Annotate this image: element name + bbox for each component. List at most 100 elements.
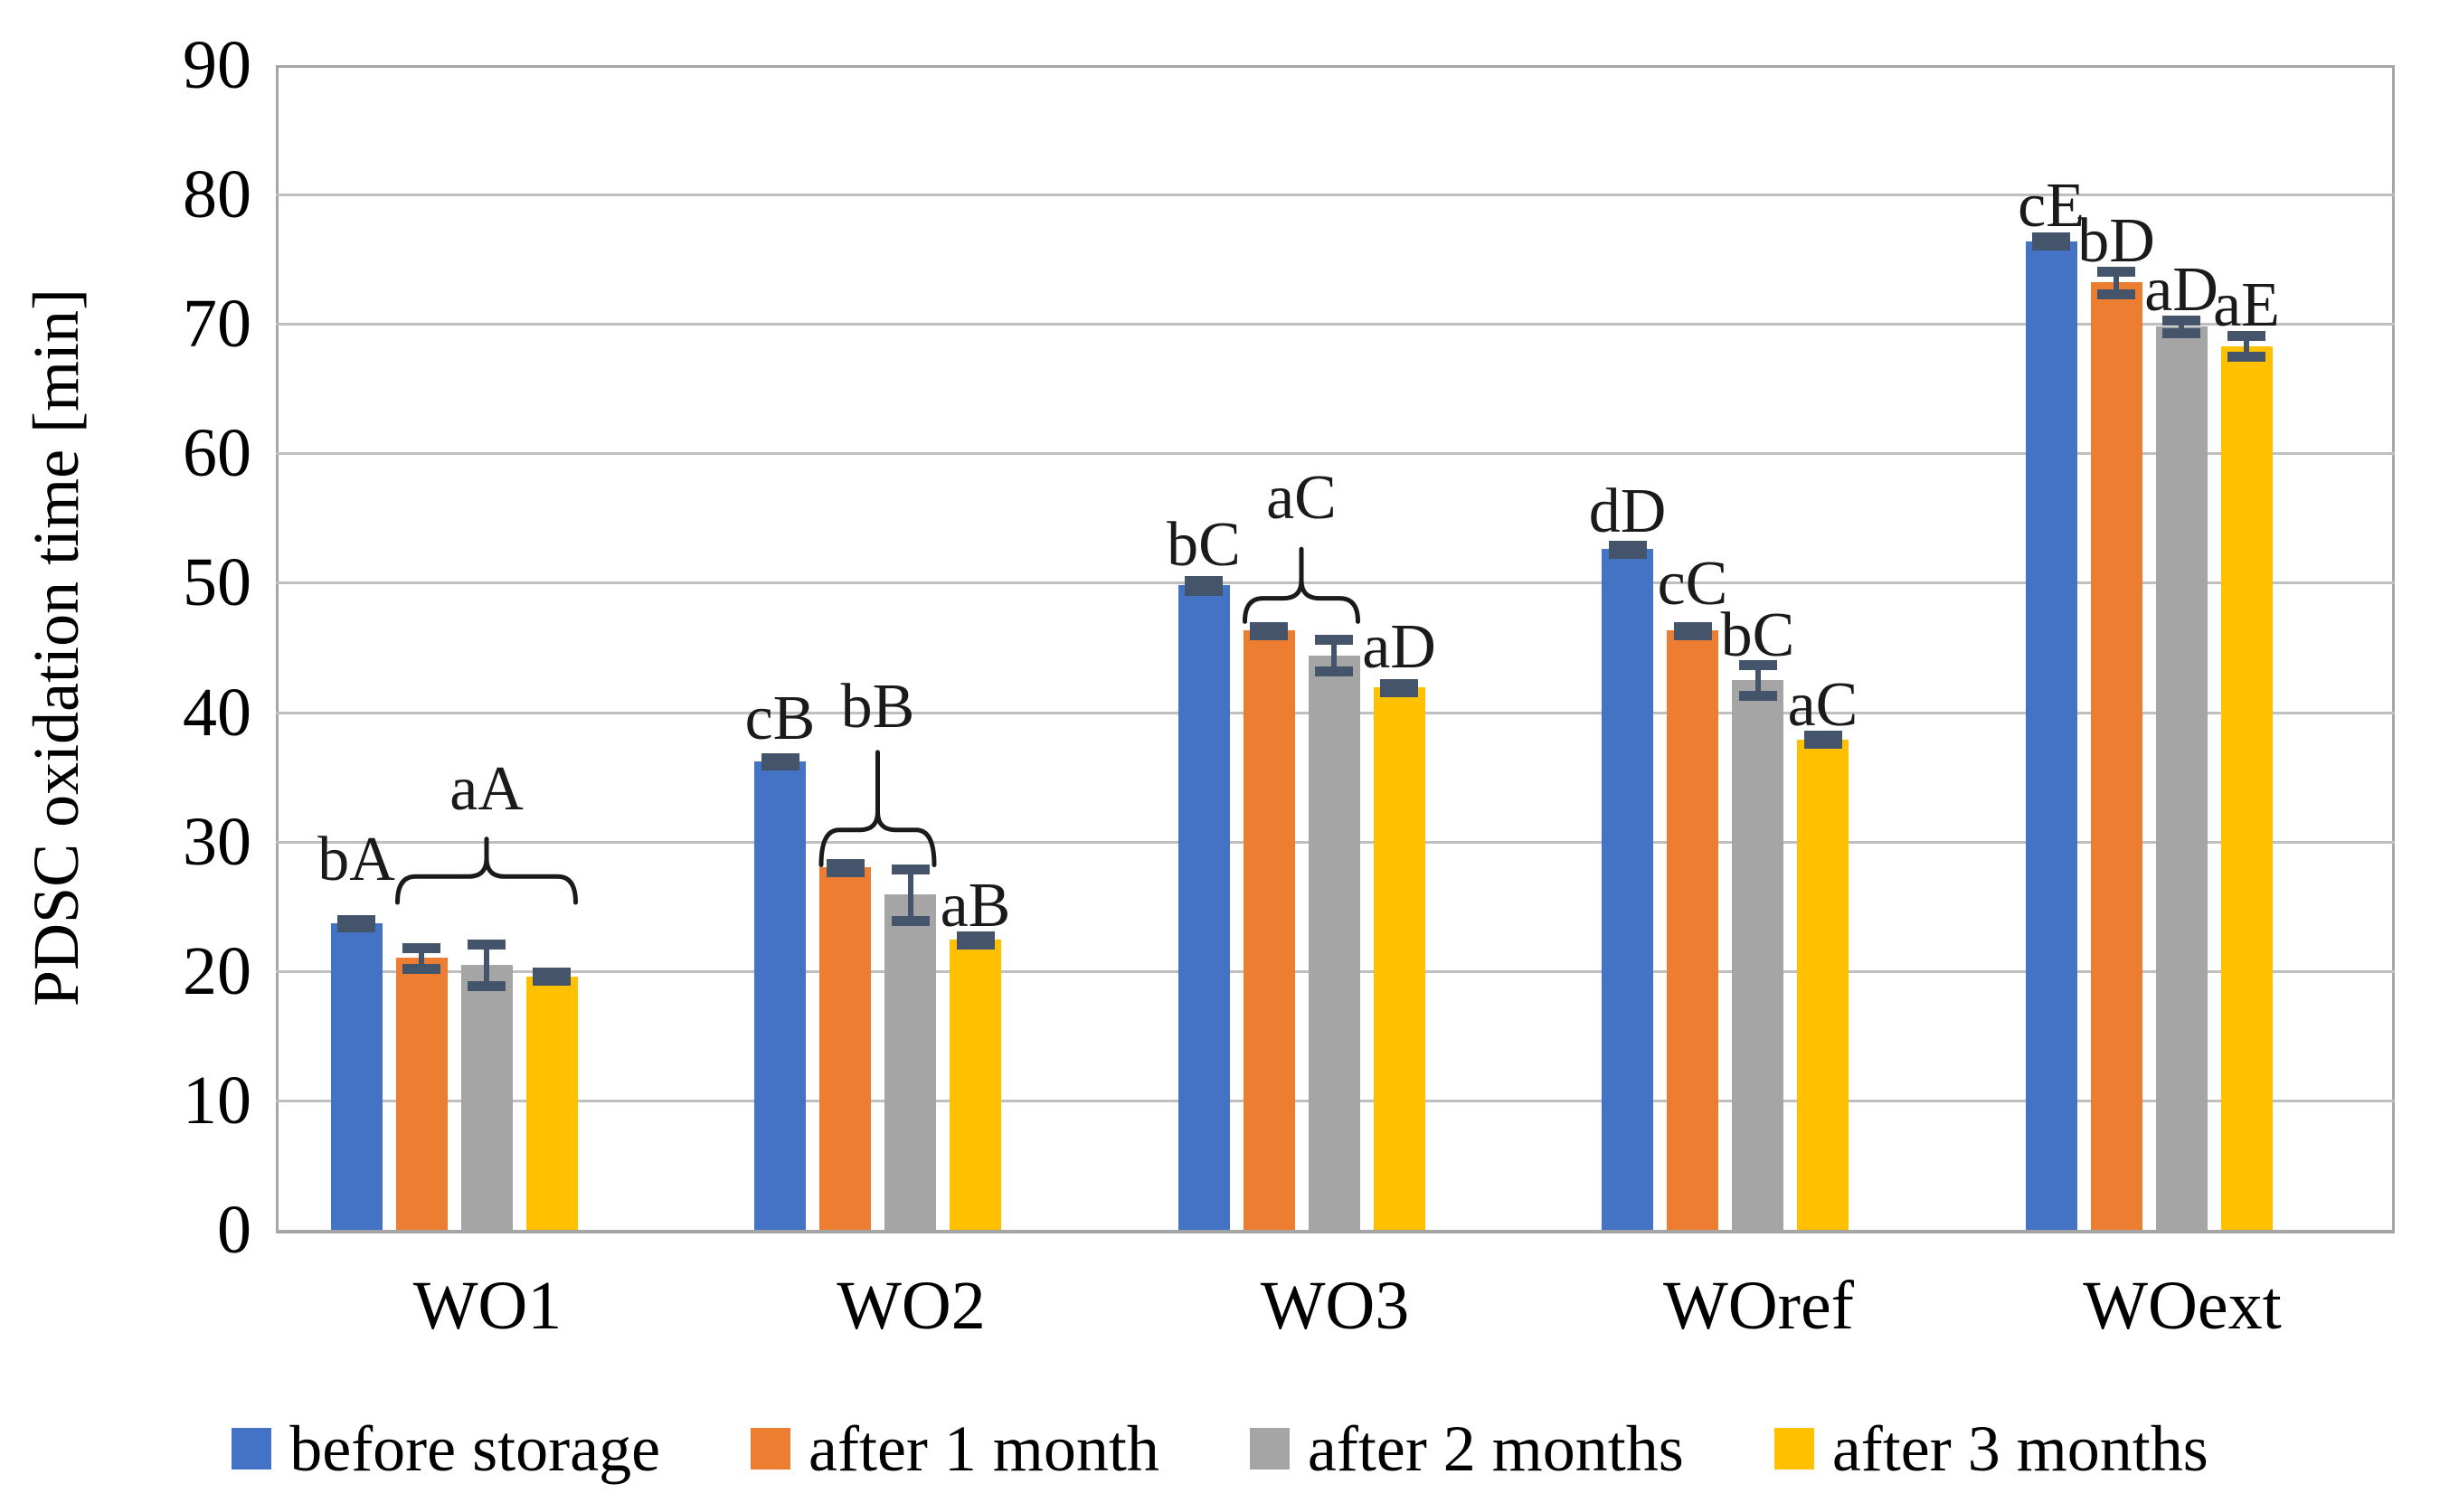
legend-swatch: [1249, 1428, 1290, 1469]
plot-border: [276, 65, 2395, 1233]
bar-before-storage-WO2: [754, 761, 806, 1230]
error-bar-cap: [1803, 738, 1842, 749]
annotation-label: bC: [1720, 600, 1795, 671]
error-bar-cap: [1250, 622, 1288, 633]
error-bar-cap: [2227, 352, 2265, 362]
y-tick-label: 10: [183, 1062, 251, 1139]
bar-after-3-months-WOref: [1797, 739, 1849, 1230]
error-bar-cap: [402, 963, 440, 974]
y-tick-label: 0: [217, 1192, 251, 1268]
error-bar-whisker: [2114, 270, 2119, 295]
category-label-WO2: WO2: [837, 1268, 986, 1344]
y-tick-label: 50: [183, 544, 251, 621]
bar-after-2-months-WOref: [1732, 679, 1783, 1230]
bar-after-1-month-WO3: [1243, 630, 1295, 1230]
legend: before storage after 1 month after 2 month…: [0, 1407, 2440, 1490]
legend-swatch: [232, 1428, 272, 1469]
error-bar-cap: [1380, 686, 1418, 697]
y-tick-label: 90: [183, 27, 251, 103]
bar-after-3-months-WOext: [2220, 345, 2273, 1230]
error-bar-cap: [1185, 586, 1223, 597]
gridline: [276, 581, 2395, 585]
error-bar-cap: [761, 752, 799, 763]
bar-after-2-months-WOext: [2155, 326, 2208, 1230]
bar-after-1-month-WOext: [2090, 282, 2142, 1230]
bar-after-1-month-WO1: [395, 958, 448, 1230]
annotation-label: cB: [744, 683, 816, 753]
error-bar-whisker: [1754, 664, 1761, 695]
annotation-label: aE: [2213, 270, 2280, 341]
bar-after-3-months-WO2: [950, 940, 1001, 1230]
y-tick-label: 70: [183, 286, 251, 363]
error-bar-cap: [468, 939, 506, 950]
legend-label: after 2 months: [1307, 1413, 1684, 1485]
y-tick-label: 60: [183, 415, 251, 492]
y-tick-label: 30: [183, 803, 251, 880]
legend-item: before storage: [232, 1413, 660, 1485]
annotation-label: dD: [1588, 476, 1667, 546]
annotation-label: aD: [1362, 611, 1436, 682]
error-bar-whisker: [1331, 639, 1337, 671]
error-bar-cap: [1803, 731, 1842, 742]
error-bar-cap: [2032, 240, 2070, 250]
legend-label: after 3 months: [1831, 1413, 2208, 1485]
error-bar-whisker: [907, 868, 913, 921]
error-bar-cap: [1315, 666, 1353, 676]
y-axis-title: PDSC oxidation time [min]: [20, 288, 92, 1007]
annotation-label: bC: [1167, 509, 1241, 580]
bar-before-storage-WOext: [2025, 241, 2077, 1230]
annotation-label: aC: [1266, 463, 1337, 534]
legend-label: after 1 month: [809, 1413, 1159, 1485]
legend-item: after 1 month: [751, 1413, 1159, 1485]
error-bar-cap: [1380, 679, 1418, 690]
annotation-label: cC: [1657, 548, 1728, 619]
gridline: [276, 452, 2395, 456]
error-bar-cap: [1673, 629, 1712, 640]
category-label-WO3: WO3: [1260, 1268, 1410, 1344]
error-bar-cap: [2162, 315, 2200, 326]
annotation-label: cE: [2018, 170, 2085, 241]
bar-after-3-months-WO3: [1373, 687, 1425, 1230]
error-bar-cap: [2227, 331, 2265, 342]
annotation-label: bB: [840, 671, 915, 742]
category-label-WOref: WOref: [1663, 1268, 1854, 1344]
gridline: [276, 194, 2395, 197]
gridline: [276, 323, 2395, 326]
error-bar-cap: [1608, 540, 1647, 551]
annotation-label: aC: [1787, 670, 1858, 741]
annotation-label: aA: [449, 754, 524, 825]
error-bar-cap: [533, 975, 571, 986]
error-bar-cap: [891, 915, 930, 926]
error-bar-cap: [2097, 266, 2135, 277]
y-tick-label: 80: [183, 156, 251, 233]
error-bar-whisker: [2179, 319, 2184, 334]
legend-swatch: [1773, 1428, 1814, 1469]
error-bar-cap: [761, 761, 799, 771]
bar-before-storage-WO1: [330, 922, 383, 1230]
error-bar-cap: [956, 939, 995, 950]
bar-after-1-month-WO2: [819, 867, 871, 1230]
error-bar-cap: [1315, 635, 1353, 646]
y-tick-label: 40: [183, 674, 251, 751]
bar-before-storage-WOref: [1602, 549, 1653, 1230]
error-bar-cap: [1738, 659, 1777, 670]
error-bar-cap: [1608, 548, 1647, 559]
bar-before-storage-WO3: [1177, 585, 1230, 1230]
error-bar-cap: [1738, 690, 1777, 701]
annotation-label: aD: [2144, 254, 2218, 325]
error-bar-cap: [1673, 622, 1712, 633]
category-label-WOext: WOext: [2083, 1268, 2282, 1344]
legend-label: before storage: [289, 1413, 661, 1485]
error-bar-cap: [891, 864, 930, 874]
error-bar-cap: [468, 980, 506, 991]
error-bar-cap: [337, 922, 375, 933]
error-bar-cap: [402, 943, 440, 954]
y-tick-label: 20: [183, 932, 251, 1009]
error-bar-whisker: [419, 948, 424, 969]
error-bar-cap: [826, 866, 865, 877]
annotation-label: bA: [317, 824, 395, 894]
error-bar-cap: [2097, 289, 2135, 300]
annotation-label: aB: [940, 871, 1011, 941]
category-label-WO1: WO1: [412, 1268, 563, 1344]
